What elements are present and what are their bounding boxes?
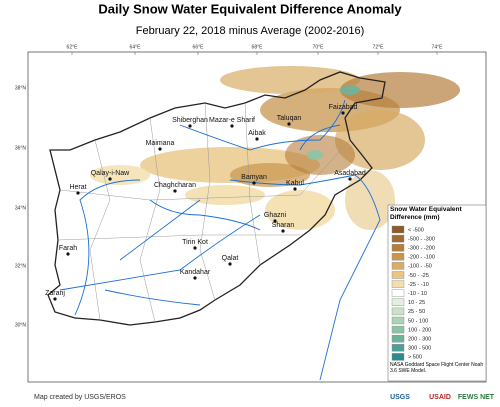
legend-label: 50 - 100 — [408, 318, 428, 324]
legend-swatch — [391, 344, 405, 352]
city-label: Kandahar — [180, 269, 211, 276]
city-label: Faizabad — [329, 104, 358, 111]
city-label: Bamyan — [241, 174, 267, 181]
legend-swatch — [391, 262, 405, 270]
legend-swatch — [391, 335, 405, 343]
legend-title-box: Snow Water Equivalent Difference (mm) — [390, 206, 462, 221]
legend-label: 25 - 50 — [408, 309, 425, 315]
city-dot — [108, 177, 112, 181]
legend-label: -500 - -300 — [408, 236, 435, 242]
lon-tick-label: 62°E — [67, 44, 79, 50]
legend-label: -10 - 10 — [408, 291, 427, 297]
lat-tick-label: 38°N — [15, 85, 27, 91]
city-dot — [348, 177, 352, 181]
lat-tick-label: 36°N — [15, 145, 27, 151]
city-label: Zaranj — [45, 290, 65, 297]
lon-tick-label: 64°E — [130, 44, 142, 50]
city-dot — [66, 252, 70, 256]
lon-tick-label: 74°E — [432, 44, 444, 50]
legend-note: NASA Goddard Space Flight Center Noah 3.… — [390, 362, 484, 374]
legend-swatch — [391, 316, 405, 325]
city-label: Tirin Kot — [182, 239, 208, 246]
legend-swatch — [391, 243, 405, 252]
city-dot — [173, 189, 177, 193]
city-label: Kabul — [286, 180, 304, 187]
city-label: Sharan — [272, 222, 295, 229]
legend-title: Snow Water Equivalent Difference (mm) — [390, 206, 462, 221]
legend-swatch — [391, 298, 405, 306]
city-label: Qalay-i-Naw — [91, 170, 130, 177]
legend-box — [387, 204, 487, 382]
legend-swatch — [391, 325, 405, 334]
city-dot — [193, 276, 197, 280]
city-dot — [230, 124, 234, 128]
legend-label: -25 - -10 — [408, 282, 429, 288]
city-label: Mazar-e Sharif — [209, 117, 255, 124]
lon-tick-label: 68°E — [252, 44, 264, 50]
title: Daily Snow Water Equivalent Difference A… — [98, 1, 402, 16]
city-dot — [281, 229, 285, 233]
city-dot — [158, 147, 162, 151]
subtitle: February 22, 2018 minus Average (2002-20… — [136, 25, 365, 37]
city-label: Taluqan — [277, 115, 302, 122]
legend-label: > 500 — [408, 355, 422, 361]
logo: USGS — [390, 394, 410, 401]
logo: FEWS NET — [458, 394, 495, 401]
city-dot — [255, 137, 259, 141]
lon-tick-label: 66°E — [193, 44, 205, 50]
legend-swatch — [391, 280, 405, 288]
city-label: Maimana — [146, 140, 175, 147]
city-dot — [287, 122, 291, 126]
legend-label: 300 - 500 — [408, 346, 431, 352]
legend-label: 100 - 200 — [408, 327, 431, 333]
city-label: Ghazni — [264, 212, 287, 219]
legend-swatch — [391, 225, 405, 234]
legend-label: 10 - 25 — [408, 300, 425, 306]
city-dot — [188, 124, 192, 128]
legend-label: 200 - 300 — [408, 336, 431, 342]
city-dot — [252, 181, 256, 185]
legend-label: -300 - -200 — [408, 245, 435, 251]
legend-swatch — [391, 307, 405, 316]
country-outline — [47, 71, 386, 326]
legend-swatch — [391, 271, 405, 279]
lat-tick-label: 34°N — [15, 205, 27, 211]
legend-label: -50 - -25 — [408, 273, 429, 279]
city-dot — [341, 111, 345, 115]
legend-note-box: NASA Goddard Space Flight Center Noah 3.… — [390, 362, 484, 374]
city-label: Aibak — [248, 130, 266, 137]
legend-label: < -500 — [408, 227, 424, 233]
terrain — [90, 66, 460, 230]
legend-swatch — [391, 353, 405, 361]
city-label: Asadabad — [334, 170, 366, 177]
logo: USAID — [429, 394, 451, 401]
city-dot — [53, 297, 57, 301]
city-label: Qalat — [222, 255, 239, 262]
lat-tick-label: 30°N — [15, 322, 27, 328]
lon-tick-label: 72°E — [373, 44, 385, 50]
lat-tick-label: 32°N — [15, 263, 27, 269]
legend-label: -100 - -50 — [408, 264, 432, 270]
city-dot — [293, 187, 297, 191]
legend-swatch — [391, 253, 405, 261]
credit: Map created by USGS/EROS — [34, 394, 126, 401]
legend-label: -200 - -100 — [408, 255, 435, 261]
city-dot — [76, 191, 80, 195]
city-label: Chaghcharan — [154, 182, 196, 189]
city-label: Shiberghan — [172, 117, 208, 124]
city-dot — [228, 262, 232, 266]
provinces — [57, 102, 351, 323]
legend-swatch — [391, 234, 405, 243]
legend-swatch — [391, 289, 405, 297]
city-dot — [193, 246, 197, 250]
rivers — [59, 99, 381, 381]
lon-tick-label: 70°E — [313, 44, 325, 50]
city-label: Herat — [69, 184, 86, 191]
city-label: Farah — [59, 245, 77, 252]
city-dot — [273, 219, 277, 223]
